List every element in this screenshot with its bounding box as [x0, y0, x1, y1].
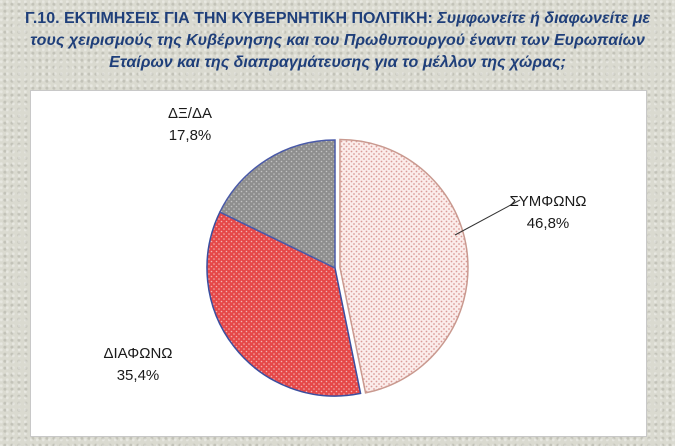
slice-agree: [339, 138, 469, 394]
title-prefix: Γ.10. ΕΚΤΙΜΗΣΕΙΣ ΓΙΑ ΤΗΝ ΚΥΒΕΡΝΗΤΙΚΗ ΠΟΛ…: [25, 10, 433, 27]
slice-value-disagree: 35,4%: [117, 367, 160, 384]
leader-line-agree: [454, 199, 521, 236]
slice-labels: ΣΥΜΦΩΝΩ 46,8% ΔΙΑΦΩΝΩ 35,4% ΔΞ/ΔΑ 17,8%: [104, 105, 587, 384]
title-question-line3: Εταίρων και της διαπραγμάτευσης για το μ…: [109, 54, 566, 71]
slice-label-dk-na: ΔΞ/ΔΑ: [168, 105, 212, 122]
pie-slices: [206, 138, 469, 397]
slice-label-disagree: ΔΙΑΦΩΝΩ: [104, 345, 173, 362]
chart-title: Γ.10. ΕΚΤΙΜΗΣΕΙΣ ΓΙΑ ΤΗΝ ΚΥΒΕΡΝΗΤΙΚΗ ΠΟΛ…: [0, 8, 675, 74]
slice-disagree: [206, 211, 362, 397]
leader-lines: [454, 199, 521, 236]
title-question-line1: Συμφωνείτε ή διαφωνείτε με: [437, 10, 650, 27]
slice-value-agree: 46,8%: [527, 215, 570, 232]
slice-value-dk-na: 17,8%: [169, 127, 212, 144]
slice-label-agree: ΣΥΜΦΩΝΩ: [510, 193, 587, 210]
title-question-line2: τους χειρισμούς της Κυβέρνησης και του Π…: [30, 32, 645, 49]
slice-dk-na: [218, 139, 336, 270]
